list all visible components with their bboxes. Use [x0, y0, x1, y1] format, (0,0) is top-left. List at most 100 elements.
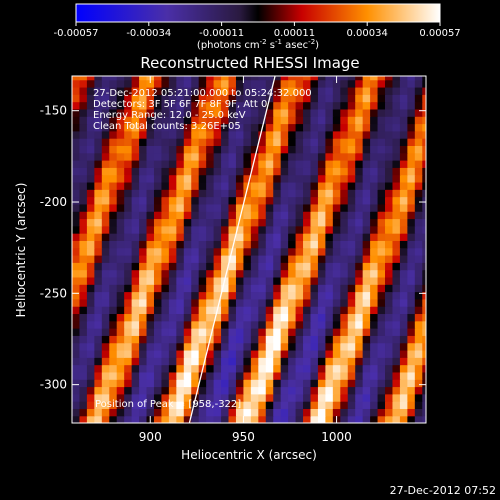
- heatmap-cell: [392, 313, 401, 322]
- heatmap-cell: [176, 101, 185, 110]
- colorbar-tick-label: -0.00057: [54, 28, 99, 39]
- heatmap-cell: [273, 86, 282, 95]
- heatmap-cell: [146, 408, 155, 417]
- heatmap-cell: [280, 189, 289, 198]
- heatmap-cell: [235, 86, 245, 95]
- heatmap-cell: [198, 174, 207, 183]
- heatmap-cell: [295, 152, 304, 161]
- heatmap-cell: [265, 152, 274, 161]
- heatmap-cell: [295, 211, 304, 220]
- heatmap-cell: [385, 284, 394, 293]
- heatmap-cell: [72, 160, 81, 168]
- heatmap-cell: [362, 225, 371, 234]
- heatmap-cell: [101, 357, 110, 366]
- heatmap-cell: [258, 349, 267, 358]
- heatmap-cell: [317, 291, 326, 300]
- heatmap-cell: [355, 233, 364, 241]
- heatmap-cell: [198, 386, 207, 395]
- heatmap-cell: [168, 225, 177, 234]
- heatmap-cell: [139, 269, 148, 278]
- heatmap-cell: [168, 94, 177, 103]
- heatmap-cell: [280, 313, 289, 322]
- heatmap-cell: [250, 240, 259, 249]
- heatmap-cell: [94, 79, 103, 88]
- heatmap-cell: [273, 108, 282, 117]
- heatmap-cell: [161, 167, 170, 176]
- y-tick-label: -250: [40, 286, 67, 300]
- heatmap-cell: [273, 145, 282, 154]
- heatmap-cell: [250, 167, 259, 176]
- heatmap-cell: [407, 145, 416, 154]
- heatmap-cell: [153, 123, 163, 132]
- heatmap-cell: [183, 342, 192, 351]
- heatmap-cell: [72, 379, 81, 388]
- heatmap-cell: [362, 167, 371, 176]
- heatmap-cell: [116, 211, 125, 220]
- heatmap-cell: [273, 152, 282, 161]
- heatmap-cell: [392, 203, 401, 212]
- heatmap-cell: [161, 79, 170, 88]
- heatmap-cell: [265, 298, 274, 307]
- heatmap-cell: [347, 76, 356, 81]
- heatmap-cell: [168, 393, 177, 402]
- heatmap-cell: [407, 160, 416, 168]
- heatmap-cell: [124, 313, 133, 322]
- heatmap-cell: [303, 211, 312, 220]
- heatmap-cell: [414, 262, 423, 271]
- heatmap-cell: [370, 335, 379, 344]
- heatmap-cell: [422, 364, 426, 373]
- heatmap-cell: [153, 203, 163, 212]
- heatmap-cell: [161, 211, 170, 220]
- heatmap-cell: [116, 328, 125, 336]
- heatmap-cell: [392, 262, 401, 271]
- heatmap-cell: [317, 306, 326, 315]
- heatmap-cell: [355, 152, 364, 161]
- heatmap-cell: [392, 196, 401, 205]
- heatmap-cell: [370, 167, 379, 176]
- heatmap-cell: [153, 218, 163, 227]
- heatmap-cell: [243, 116, 252, 125]
- heatmap-cell: [407, 349, 416, 358]
- heatmap-cell: [124, 379, 133, 388]
- heatmap-cell: [347, 262, 356, 271]
- heatmap-cell: [377, 313, 386, 322]
- heatmap-cell: [228, 342, 237, 351]
- heatmap-cell: [228, 225, 237, 234]
- heatmap-cell: [139, 408, 148, 417]
- heatmap-cell: [332, 160, 341, 168]
- heatmap-cell: [109, 218, 118, 227]
- heatmap-cell: [392, 357, 401, 366]
- heatmap-cell: [101, 335, 110, 344]
- heatmap-cell: [79, 313, 88, 322]
- heatmap-cell: [191, 86, 200, 95]
- heatmap-cell: [332, 284, 341, 293]
- heatmap-cell: [414, 371, 423, 380]
- heatmap-cell: [407, 269, 416, 278]
- heatmap-cell: [109, 393, 118, 402]
- heatmap-cell: [340, 313, 349, 322]
- heatmap-cell: [131, 401, 140, 409]
- heatmap-cell: [422, 211, 426, 220]
- heatmap-cell: [124, 393, 133, 402]
- heatmap-cell: [243, 335, 252, 344]
- heatmap-cell: [198, 349, 207, 358]
- heatmap-cell: [250, 108, 259, 117]
- heatmap-cell: [86, 386, 95, 395]
- heatmap-cell: [101, 328, 110, 336]
- heatmap-cell: [325, 189, 334, 198]
- heatmap-cell: [310, 298, 319, 307]
- heatmap-cell: [161, 313, 170, 322]
- heatmap-cell: [317, 247, 326, 256]
- heatmap-cell: [250, 145, 259, 154]
- heatmap-cell: [168, 306, 177, 315]
- heatmap-cell: [153, 269, 163, 278]
- heatmap-cell: [176, 386, 185, 395]
- heatmap-cell: [109, 167, 118, 176]
- heatmap-cell: [392, 189, 401, 198]
- heatmap-cell: [235, 371, 245, 380]
- heatmap-cell: [101, 349, 110, 358]
- heatmap-cell: [377, 152, 386, 161]
- heatmap-cell: [355, 335, 364, 344]
- heatmap-cell: [422, 160, 426, 168]
- heatmap-cell: [392, 94, 401, 103]
